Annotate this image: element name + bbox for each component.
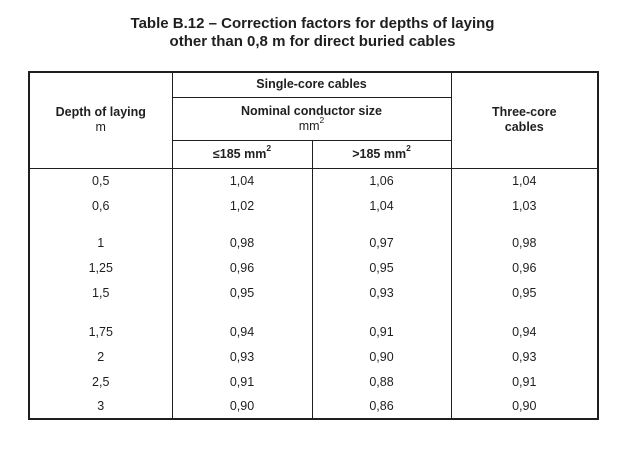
cell-depth: 2,5	[29, 369, 173, 394]
cell-depth: 1,5	[29, 280, 173, 305]
header-row-2: Nominal conductor size mm2	[29, 97, 598, 141]
group-spacer-row	[29, 305, 598, 319]
cell-three-core: 0,96	[512, 260, 537, 275]
header-three-core-line1: Three-core	[491, 105, 557, 120]
cell-depth: 0,6	[29, 193, 173, 218]
table-row: 1,25 0,96 0,95 0,96	[29, 255, 598, 280]
cell-depth: 0,5	[29, 168, 173, 193]
group-spacer-row	[29, 218, 598, 230]
cell-depth: 1,75	[29, 319, 173, 344]
cell-gt185: 0,93	[312, 280, 452, 305]
header-row-1: Depth of laying m Single-core cables Thr…	[29, 72, 598, 169]
cell-gt185: 1,04	[312, 193, 452, 218]
header-depth-label: Depth of laying	[55, 105, 146, 120]
cell-three-core: 1,04	[512, 173, 537, 188]
cell-gt185: 0,86	[312, 394, 452, 419]
cell-three-core: 0,95	[512, 285, 537, 300]
header-nominal-unit: mm2	[298, 115, 325, 133]
header-gt-185: >185 mm2	[312, 140, 452, 169]
cell-gt185: 0,97	[312, 230, 452, 255]
cell-depth: 1	[29, 230, 173, 255]
table-row: 3 0,90 0,86 0,90	[29, 394, 598, 419]
cell-le185: 0,91	[172, 369, 313, 394]
table-row: 1,75 0,94 0,91 0,94	[29, 319, 598, 344]
table-row: 0,5 1,04 1,06 1,04	[29, 168, 598, 193]
header-three-core-line2: cables	[504, 120, 544, 135]
cell-three-core: 0,94	[512, 324, 537, 339]
cell-three-core: 0,93	[512, 349, 537, 364]
table-title-line1: Table B.12 – Correction factors for dept…	[130, 15, 495, 32]
cell-three-core: 1,03	[512, 198, 537, 213]
cell-three-core: 0,98	[512, 235, 537, 250]
cell-le185: 1,02	[172, 193, 313, 218]
header-single-core-cables: Single-core cables	[172, 72, 452, 98]
header-row-3: ≤185 mm2 >185 mm2	[29, 140, 598, 169]
cell-depth: 3	[29, 394, 173, 419]
cell-le185: 0,94	[172, 319, 313, 344]
cell-gt185: 0,91	[312, 319, 452, 344]
cell-le185: 0,96	[172, 255, 313, 280]
header-depth-of-laying: Depth of laying m	[29, 72, 173, 169]
cell-le185: 0,90	[172, 394, 313, 419]
cell-le185: 0,98	[172, 230, 313, 255]
table-row: 1 0,98 0,97 0,98	[29, 230, 598, 255]
table-title: Table B.12 – Correction factors for dept…	[0, 15, 625, 50]
header-nominal-conductor-size: Nominal conductor size mm2	[172, 97, 452, 141]
table-row: 0,6 1,02 1,04 1,03	[29, 193, 598, 218]
header-le-185: ≤185 mm2	[172, 140, 313, 169]
header-nominal-label: Nominal conductor size	[241, 103, 382, 118]
cell-depth: 1,25	[29, 255, 173, 280]
cell-le185: 0,95	[172, 280, 313, 305]
table-row: 2 0,93 0,90 0,93	[29, 344, 598, 369]
table-title-line2: other than 0,8 m for direct buried cable…	[169, 32, 456, 50]
header-three-core-cables: Three-core cables	[450, 72, 598, 169]
table-row: 2,5 0,91 0,88 0,91	[29, 369, 598, 394]
cell-le185: 0,93	[172, 344, 313, 369]
cell-gt185: 0,88	[312, 369, 452, 394]
cell-gt185: 0,95	[312, 255, 452, 280]
table-row: 1,5 0,95 0,93 0,95	[29, 280, 598, 305]
cell-gt185: 0,90	[312, 344, 452, 369]
correction-factors-table: Depth of laying m Single-core cables Thr…	[28, 71, 599, 420]
cell-three-core: 0,90	[512, 399, 537, 413]
cell-three-core: 0,91	[512, 374, 537, 389]
cell-le185: 1,04	[172, 168, 313, 193]
cell-gt185: 1,06	[312, 168, 452, 193]
cell-depth: 2	[29, 344, 173, 369]
header-depth-unit: m	[95, 120, 106, 135]
